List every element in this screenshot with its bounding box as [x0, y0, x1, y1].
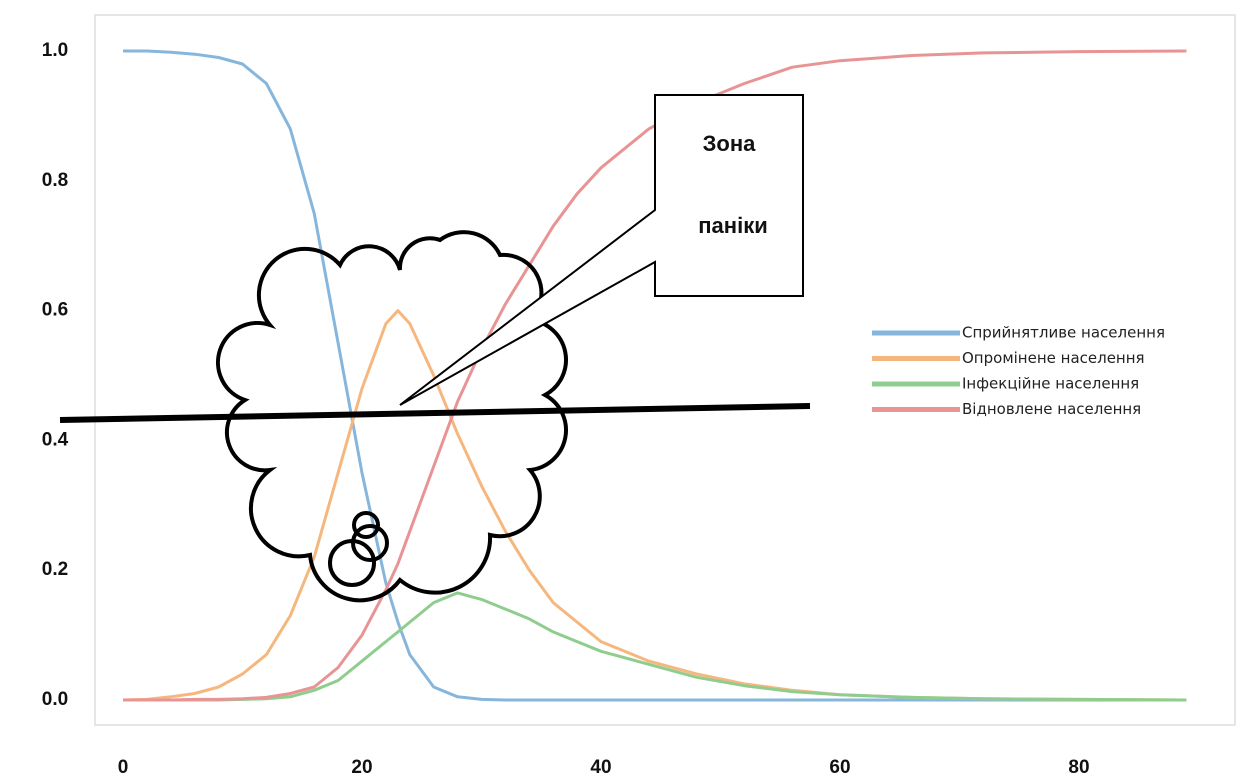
legend-label: Відновлене населення — [962, 400, 1141, 418]
series-line — [123, 311, 1187, 700]
x-tick-label: 60 — [829, 757, 850, 778]
y-tick-label: 0.0 — [42, 689, 68, 710]
callout-text: Зона — [703, 131, 757, 156]
y-tick-label: 0.2 — [42, 559, 68, 580]
y-tick-label: 0.6 — [42, 300, 68, 321]
x-tick-label: 0 — [118, 757, 129, 778]
y-tick-label: 0.4 — [42, 429, 69, 450]
chart: 0.0 0.2 0.4 0.6 0.8 1.0 0 20 40 60 80 Сприйнятливе … — [0, 0, 1238, 779]
series-line — [123, 593, 1187, 700]
legend-label: Сприйнятливе населення — [962, 324, 1165, 342]
y-tick-label: 1.0 — [42, 40, 68, 61]
legend-label: Опромінене населення — [962, 349, 1145, 367]
x-tick-label: 40 — [590, 757, 611, 778]
y-tick-label: 0.8 — [42, 170, 68, 191]
panic-threshold-line — [60, 406, 810, 420]
x-tick-label: 80 — [1068, 757, 1089, 778]
legend-label: Інфекційне населення — [962, 375, 1139, 393]
callout-text: паніки — [698, 213, 767, 238]
x-tick-label: 20 — [351, 757, 372, 778]
